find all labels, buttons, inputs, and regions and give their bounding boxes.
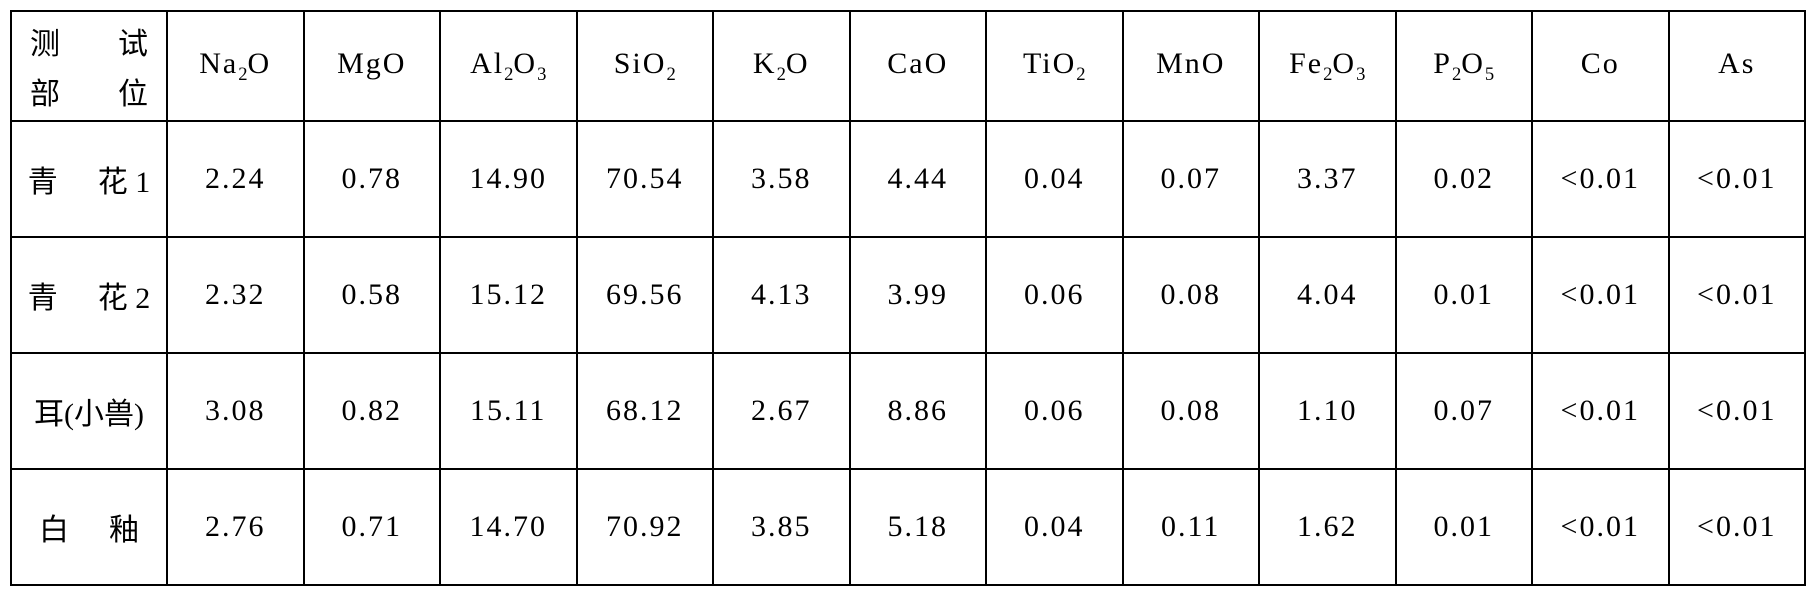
- data-cell: 0.07: [1123, 121, 1260, 237]
- data-cell: 3.99: [850, 237, 987, 353]
- col-header: Na2O: [167, 11, 304, 121]
- data-cell: 0.58: [304, 237, 441, 353]
- data-cell: 1.62: [1259, 469, 1396, 585]
- compound-label: P2O5: [1433, 47, 1494, 80]
- col-header: P2O5: [1396, 11, 1533, 121]
- col-header: Al2O3: [440, 11, 577, 121]
- row-label: 青花 2: [11, 237, 167, 353]
- compound-label: SiO2: [614, 47, 676, 80]
- compound-label: As: [1718, 47, 1755, 80]
- header-rowlabel-line2: 部位: [12, 69, 166, 113]
- col-header: Fe2O3: [1259, 11, 1396, 121]
- compound-label: TiO2: [1023, 47, 1086, 80]
- data-cell: 15.12: [440, 237, 577, 353]
- data-cell: 4.04: [1259, 237, 1396, 353]
- data-cell: 0.82: [304, 353, 441, 469]
- data-cell: 0.04: [986, 469, 1123, 585]
- compound-label: CaO: [887, 47, 948, 80]
- data-cell: 0.06: [986, 353, 1123, 469]
- table-row: 白 釉 2.76 0.71 14.70 70.92 3.85 5.18 0.04…: [11, 469, 1805, 585]
- data-cell: 14.90: [440, 121, 577, 237]
- compound-label: K2O: [753, 47, 810, 80]
- data-cell: 2.67: [713, 353, 850, 469]
- col-header: TiO2: [986, 11, 1123, 121]
- col-header: MnO: [1123, 11, 1260, 121]
- compound-label: Na2O: [199, 47, 271, 80]
- compound-label: Co: [1581, 47, 1620, 80]
- row-label: 耳(小兽): [11, 353, 167, 469]
- data-cell: 3.08: [167, 353, 304, 469]
- col-header: K2O: [713, 11, 850, 121]
- data-cell: 15.11: [440, 353, 577, 469]
- data-cell: 8.86: [850, 353, 987, 469]
- data-cell: 1.10: [1259, 353, 1396, 469]
- data-cell: <0.01: [1669, 237, 1806, 353]
- data-cell: <0.01: [1532, 237, 1669, 353]
- data-cell: 70.92: [577, 469, 714, 585]
- data-cell: 5.18: [850, 469, 987, 585]
- table-row: 耳(小兽) 3.08 0.82 15.11 68.12 2.67 8.86 0.…: [11, 353, 1805, 469]
- col-header: MgO: [304, 11, 441, 121]
- data-cell: 68.12: [577, 353, 714, 469]
- data-cell: <0.01: [1532, 353, 1669, 469]
- table-body: 测试 部位 Na2O MgO Al2O3 SiO2 K2O CaO TiO2 M…: [11, 11, 1805, 585]
- compound-label: Fe2O3: [1289, 47, 1365, 80]
- data-cell: <0.01: [1669, 353, 1806, 469]
- header-rowlabel-line1: 测试: [12, 19, 166, 63]
- data-cell: <0.01: [1669, 469, 1806, 585]
- data-cell: 3.58: [713, 121, 850, 237]
- data-cell: 2.24: [167, 121, 304, 237]
- data-cell: 0.02: [1396, 121, 1533, 237]
- col-header: As: [1669, 11, 1806, 121]
- col-header: Co: [1532, 11, 1669, 121]
- table-header-row: 测试 部位 Na2O MgO Al2O3 SiO2 K2O CaO TiO2 M…: [11, 11, 1805, 121]
- header-rowlabel: 测试 部位: [11, 11, 167, 121]
- data-cell: <0.01: [1532, 469, 1669, 585]
- data-cell: 0.01: [1396, 469, 1533, 585]
- compound-label: MgO: [337, 47, 406, 80]
- data-cell: 3.37: [1259, 121, 1396, 237]
- data-cell: <0.01: [1532, 121, 1669, 237]
- table-row: 青花 1 2.24 0.78 14.90 70.54 3.58 4.44 0.0…: [11, 121, 1805, 237]
- data-cell: 0.04: [986, 121, 1123, 237]
- table-row: 青花 2 2.32 0.58 15.12 69.56 4.13 3.99 0.0…: [11, 237, 1805, 353]
- data-cell: 4.13: [713, 237, 850, 353]
- data-cell: 0.78: [304, 121, 441, 237]
- data-cell: 0.07: [1396, 353, 1533, 469]
- compound-label: Al2O3: [470, 47, 546, 80]
- data-cell: 2.76: [167, 469, 304, 585]
- data-cell: 0.08: [1123, 237, 1260, 353]
- data-cell: 0.06: [986, 237, 1123, 353]
- data-cell: 0.11: [1123, 469, 1260, 585]
- compound-label: MnO: [1156, 47, 1225, 80]
- data-cell: 2.32: [167, 237, 304, 353]
- composition-table: 测试 部位 Na2O MgO Al2O3 SiO2 K2O CaO TiO2 M…: [10, 10, 1806, 586]
- data-cell: 0.71: [304, 469, 441, 585]
- data-cell: 14.70: [440, 469, 577, 585]
- data-cell: 0.01: [1396, 237, 1533, 353]
- data-cell: <0.01: [1669, 121, 1806, 237]
- row-label: 白 釉: [11, 469, 167, 585]
- data-cell: 4.44: [850, 121, 987, 237]
- data-cell: 69.56: [577, 237, 714, 353]
- col-header: CaO: [850, 11, 987, 121]
- data-cell: 70.54: [577, 121, 714, 237]
- data-cell: 0.08: [1123, 353, 1260, 469]
- col-header: SiO2: [577, 11, 714, 121]
- data-cell: 3.85: [713, 469, 850, 585]
- row-label: 青花 1: [11, 121, 167, 237]
